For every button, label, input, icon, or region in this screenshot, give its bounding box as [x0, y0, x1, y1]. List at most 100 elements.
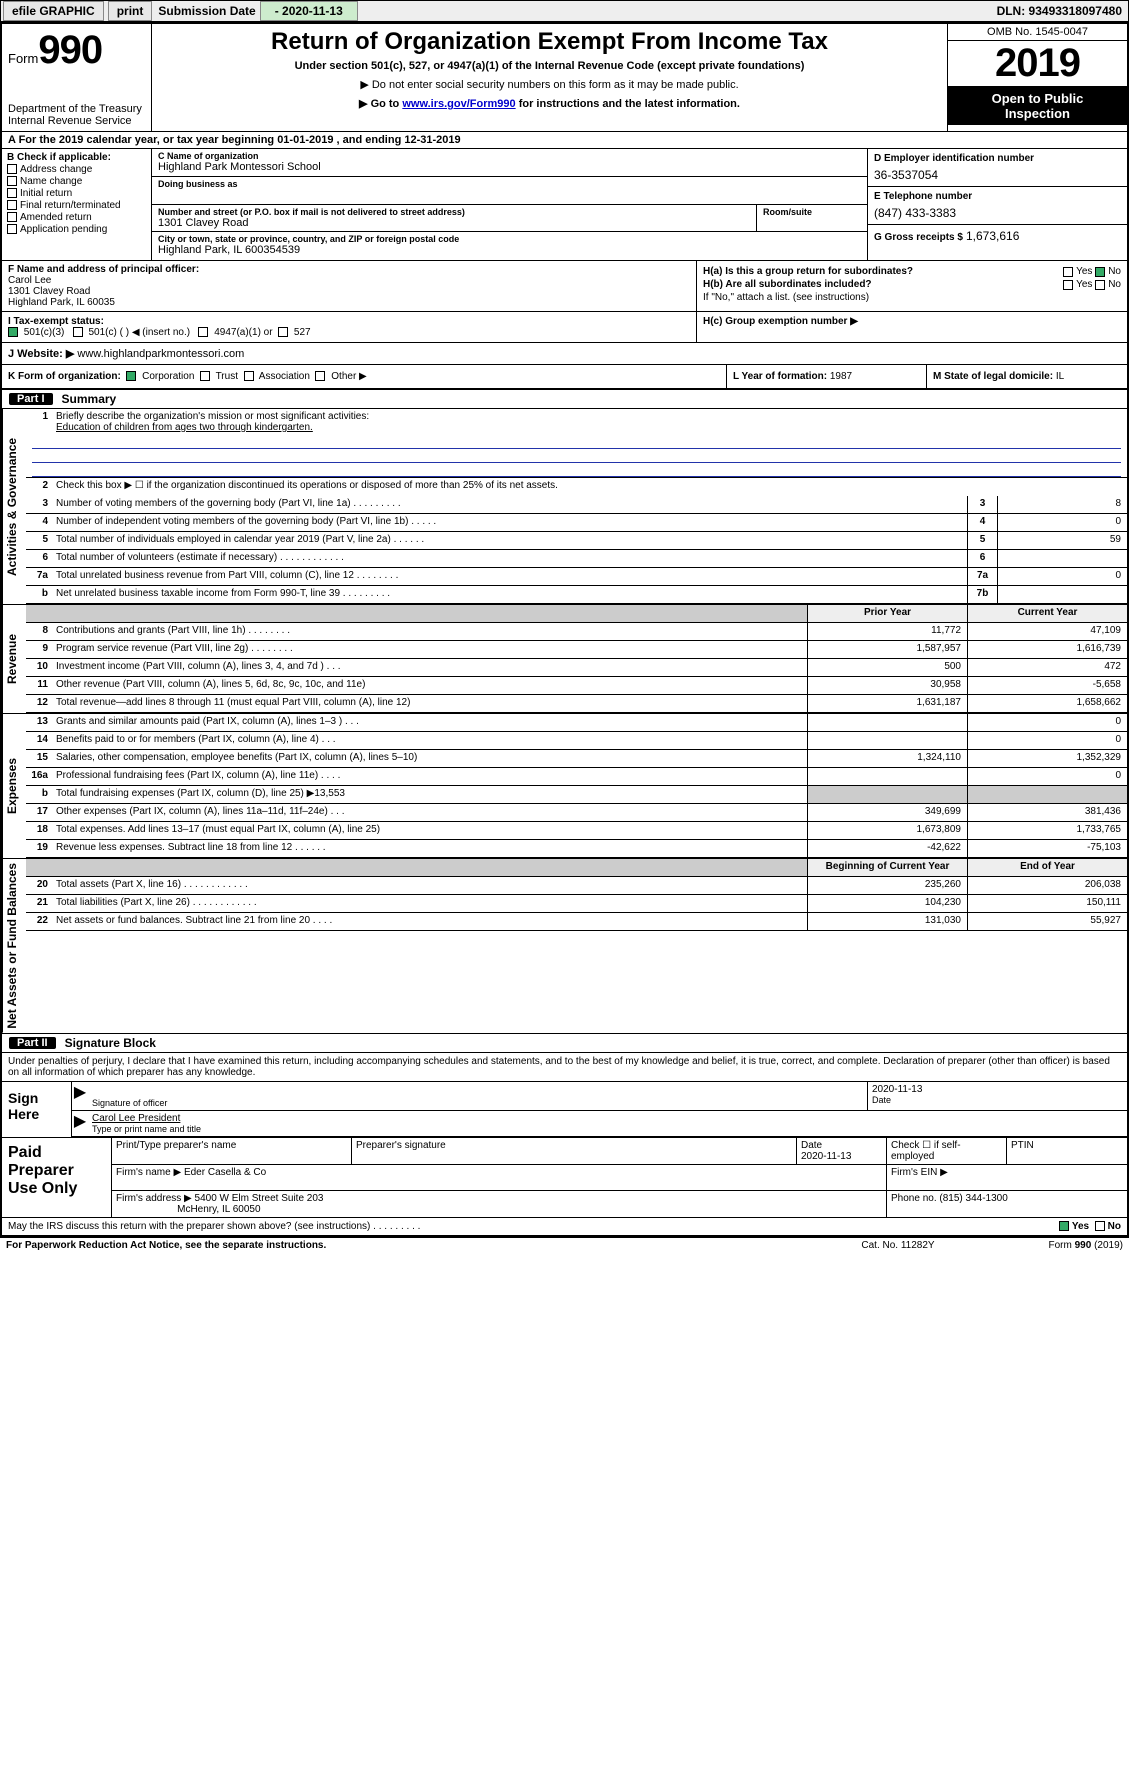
chk-address-change[interactable]: Address change: [7, 164, 146, 175]
omb-number: OMB No. 1545-0047: [948, 24, 1127, 41]
hb-text: H(b) Are all subordinates included?: [703, 279, 872, 290]
summary-row-4: 4Number of independent voting members of…: [26, 514, 1127, 532]
firm-addr2: McHenry, IL 60050: [177, 1204, 260, 1215]
summary-row-21: 21Total liabilities (Part X, line 26) . …: [26, 895, 1127, 913]
summary-row-15: 15Salaries, other compensation, employee…: [26, 750, 1127, 768]
discuss-text: May the IRS discuss this return with the…: [8, 1221, 1059, 1232]
org-name-label: C Name of organization: [158, 151, 861, 161]
col-b-title: B Check if applicable:: [7, 152, 146, 163]
state-domicile: M State of legal domicile: IL: [927, 365, 1127, 388]
city-label: City or town, state or province, country…: [158, 234, 861, 244]
chk-application-pending[interactable]: Application pending: [7, 224, 146, 235]
inspection-label: Open to Public Inspection: [948, 87, 1127, 125]
form-990: Form990 Department of the Treasury Inter…: [0, 22, 1129, 1238]
officer-addr1: 1301 Clavey Road: [8, 286, 690, 297]
officer-name-title: Carol Lee President: [92, 1113, 180, 1124]
part-2-header: Part II Signature Block: [2, 1033, 1127, 1053]
firm-addr1: 5400 W Elm Street Suite 203: [195, 1193, 324, 1204]
discuss-yes-chk[interactable]: [1059, 1221, 1069, 1231]
ein-value: 36-3537054: [874, 168, 1121, 182]
hc-text: H(c) Group exemption number ▶: [703, 316, 858, 327]
chk-assoc[interactable]: [244, 371, 254, 381]
footer-cat: Cat. No. 11282Y: [823, 1240, 973, 1251]
hb-no-chk[interactable]: [1095, 280, 1105, 290]
side-net: Net Assets or Fund Balances: [2, 859, 26, 1033]
hdr-current-year: Current Year: [967, 605, 1127, 622]
hdr-begin-year: Beginning of Current Year: [807, 859, 967, 876]
dba-label: Doing business as: [158, 179, 861, 189]
ha-no-chk[interactable]: [1095, 267, 1105, 277]
section-expenses: Expenses 13Grants and similar amounts pa…: [2, 713, 1127, 858]
prep-date-val: 2020-11-13: [801, 1151, 851, 1162]
chk-4947[interactable]: [198, 327, 208, 337]
chk-amended[interactable]: Amended return: [7, 212, 146, 223]
chk-name-change[interactable]: Name change: [7, 176, 146, 187]
dln-number: DLN: 93493318097480: [997, 4, 1128, 18]
summary-row-9: 9Program service revenue (Part VIII, lin…: [26, 641, 1127, 659]
form-subtitle: Under section 501(c), 527, or 4947(a)(1)…: [160, 60, 939, 72]
hdr-end-year: End of Year: [967, 859, 1127, 876]
side-revenue: Revenue: [2, 605, 26, 713]
summary-row-19: 19Revenue less expenses. Subtract line 1…: [26, 840, 1127, 858]
ha-text: H(a) Is this a group return for subordin…: [703, 266, 913, 277]
note2-post: for instructions and the latest informat…: [516, 98, 740, 110]
firm-ein-lbl: Firm's EIN ▶: [887, 1165, 1127, 1190]
chk-501c[interactable]: [73, 327, 83, 337]
efile-label: efile GRAPHIC: [3, 1, 104, 21]
chk-other[interactable]: [315, 371, 325, 381]
summary-row-18: 18Total expenses. Add lines 13–17 (must …: [26, 822, 1127, 840]
summary-row-3: 3Number of voting members of the governi…: [26, 496, 1127, 514]
column-h-group: H(a) Is this a group return for subordin…: [697, 261, 1127, 311]
street-label: Number and street (or P.O. box if mail i…: [158, 207, 750, 217]
hb-note: If "No," attach a list. (see instruction…: [703, 292, 1121, 303]
chk-527[interactable]: [278, 327, 288, 337]
mission-text: Education of children from ages two thro…: [56, 422, 313, 433]
chk-corp[interactable]: [126, 371, 136, 381]
hb-line: H(b) Are all subordinates included? Yes …: [703, 279, 1121, 290]
firm-name-lbl: Firm's name ▶: [116, 1167, 181, 1178]
chk-final-return[interactable]: Final return/terminated: [7, 200, 146, 211]
sig-arrow-icon-2: ▶: [72, 1111, 88, 1136]
part-1-header: Part I Summary: [2, 389, 1127, 409]
column-c-org-info: C Name of organization Highland Park Mon…: [152, 149, 867, 260]
chk-initial-return[interactable]: Initial return: [7, 188, 146, 199]
side-expenses: Expenses: [2, 714, 26, 858]
line-2: Check this box ▶ ☐ if the organization d…: [52, 478, 1127, 496]
officer-label: F Name and address of principal officer:: [8, 264, 690, 275]
ha-yes-chk[interactable]: [1063, 267, 1073, 277]
summary-row-17: 17Other expenses (Part IX, column (A), l…: [26, 804, 1127, 822]
hb-yes-chk[interactable]: [1063, 280, 1073, 290]
row-a-tax-year: A For the 2019 calendar year, or tax yea…: [2, 132, 1127, 149]
firm-phone-lbl: Phone no.: [891, 1193, 937, 1204]
section-revenue: Revenue Prior YearCurrent Year 8Contribu…: [2, 604, 1127, 713]
form-header: Form990 Department of the Treasury Inter…: [2, 24, 1127, 132]
section-governance: Activities & Governance 1Briefly describ…: [2, 409, 1127, 604]
summary-row-12: 12Total revenue—add lines 8 through 11 (…: [26, 695, 1127, 713]
website-label: J Website: ▶: [8, 348, 74, 360]
ha-line: H(a) Is this a group return for subordin…: [703, 266, 1121, 277]
discuss-no-chk[interactable]: [1095, 1221, 1105, 1231]
section-net-assets: Net Assets or Fund Balances Beginning of…: [2, 858, 1127, 1033]
room-label: Room/suite: [763, 207, 861, 217]
row-j-website: J Website: ▶ www.highlandparkmontessori.…: [2, 343, 1127, 365]
note2-pre: ▶ Go to: [359, 98, 402, 110]
gross-value: 1,673,616: [966, 229, 1019, 243]
form-number: 990: [38, 28, 102, 72]
summary-row-5: 5Total number of individuals employed in…: [26, 532, 1127, 550]
page-footer: For Paperwork Reduction Act Notice, see …: [0, 1238, 1129, 1253]
firm-phone: (815) 344-1300: [939, 1193, 1007, 1204]
row-l-val: 1987: [830, 371, 852, 382]
row-m-label: M State of legal domicile:: [933, 371, 1053, 382]
name-title-label: Type or print name and title: [92, 1124, 1123, 1134]
form-title: Return of Organization Exempt From Incom…: [160, 28, 939, 56]
part-1-title: Summary: [62, 392, 117, 406]
chk-trust[interactable]: [200, 371, 210, 381]
summary-row-10: 10Investment income (Part VIII, column (…: [26, 659, 1127, 677]
chk-501c3[interactable]: [8, 327, 18, 337]
prep-ptin-hdr: PTIN: [1007, 1138, 1127, 1164]
paid-preparer-label: Paid Preparer Use Only: [2, 1138, 112, 1217]
discuss-row: May the IRS discuss this return with the…: [2, 1218, 1127, 1236]
instructions-link[interactable]: www.irs.gov/Form990: [402, 98, 515, 110]
inspect-line2: Inspection: [1005, 106, 1070, 121]
print-button[interactable]: print: [108, 1, 153, 21]
